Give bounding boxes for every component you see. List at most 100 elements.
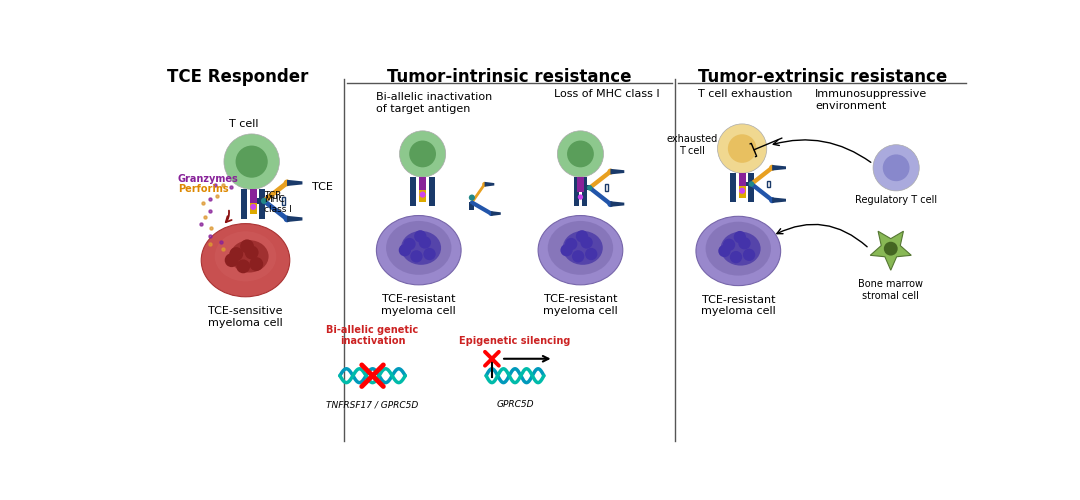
Bar xyxy=(577,177,584,192)
Ellipse shape xyxy=(720,232,760,266)
Circle shape xyxy=(557,131,604,177)
Circle shape xyxy=(237,260,251,274)
Text: Immunosuppressive
environment: Immunosuppressive environment xyxy=(815,90,928,111)
Circle shape xyxy=(235,146,268,178)
Bar xyxy=(429,177,435,206)
Circle shape xyxy=(419,236,431,248)
Bar xyxy=(470,202,474,209)
Text: Tumor-intrinsic resistance: Tumor-intrinsic resistance xyxy=(388,68,632,86)
Polygon shape xyxy=(590,185,610,207)
Circle shape xyxy=(730,251,742,264)
Polygon shape xyxy=(752,181,772,203)
Bar xyxy=(419,190,427,202)
Bar xyxy=(739,186,745,198)
Circle shape xyxy=(240,240,254,254)
Circle shape xyxy=(469,194,475,200)
Polygon shape xyxy=(472,200,491,216)
Circle shape xyxy=(229,247,243,261)
Polygon shape xyxy=(472,182,485,205)
Text: Epigenetic silencing: Epigenetic silencing xyxy=(459,336,570,346)
Text: TCE-sensitive
myeloma cell: TCE-sensitive myeloma cell xyxy=(208,306,283,328)
Text: TNFRSF17 / GPRC5D: TNFRSF17 / GPRC5D xyxy=(326,400,419,409)
Ellipse shape xyxy=(563,231,603,265)
Circle shape xyxy=(607,201,613,207)
Ellipse shape xyxy=(705,222,771,276)
Bar xyxy=(730,173,735,203)
Bar xyxy=(748,173,754,203)
Text: Loss of MHC class I: Loss of MHC class I xyxy=(554,90,659,100)
Circle shape xyxy=(769,197,775,203)
Bar xyxy=(282,197,285,204)
Circle shape xyxy=(565,238,578,250)
Circle shape xyxy=(748,181,754,186)
Text: TCE-resistant
myeloma cell: TCE-resistant myeloma cell xyxy=(543,294,618,316)
Text: TCE: TCE xyxy=(312,182,333,192)
Ellipse shape xyxy=(696,216,781,286)
Polygon shape xyxy=(870,231,912,270)
Circle shape xyxy=(419,192,426,198)
Bar xyxy=(767,180,770,188)
Circle shape xyxy=(580,236,593,248)
Bar xyxy=(739,182,752,186)
Circle shape xyxy=(224,134,280,190)
Circle shape xyxy=(400,131,446,177)
Circle shape xyxy=(249,257,264,271)
Text: Bi-allelic inactivation
of target antigen: Bi-allelic inactivation of target antige… xyxy=(377,92,492,114)
Bar xyxy=(573,177,579,206)
Circle shape xyxy=(251,204,256,210)
Circle shape xyxy=(414,230,427,242)
Text: TCE-resistant
myeloma cell: TCE-resistant myeloma cell xyxy=(701,295,775,316)
Text: Granzymes: Granzymes xyxy=(178,174,239,184)
Circle shape xyxy=(470,200,474,204)
Circle shape xyxy=(718,245,730,257)
Text: TCR: TCR xyxy=(264,191,282,200)
Text: T cell: T cell xyxy=(229,120,259,130)
Circle shape xyxy=(284,216,291,222)
Circle shape xyxy=(873,144,919,191)
Polygon shape xyxy=(287,180,302,186)
Circle shape xyxy=(743,248,755,261)
Bar xyxy=(739,173,745,186)
Ellipse shape xyxy=(538,216,623,285)
Circle shape xyxy=(423,248,435,260)
Bar xyxy=(606,184,608,191)
Bar xyxy=(582,177,588,206)
Bar xyxy=(241,190,246,218)
Circle shape xyxy=(578,194,583,200)
Circle shape xyxy=(261,198,267,204)
Circle shape xyxy=(883,242,897,256)
Circle shape xyxy=(586,185,593,190)
Ellipse shape xyxy=(548,221,613,275)
Text: Bone marrow
stromal cell: Bone marrow stromal cell xyxy=(859,280,923,301)
Circle shape xyxy=(561,244,572,256)
Polygon shape xyxy=(264,180,287,204)
Circle shape xyxy=(482,182,487,186)
Polygon shape xyxy=(287,216,302,222)
Polygon shape xyxy=(264,198,287,222)
Text: TCE Responder: TCE Responder xyxy=(167,68,309,86)
Circle shape xyxy=(567,140,594,168)
Text: GPRC5D: GPRC5D xyxy=(496,400,534,409)
Ellipse shape xyxy=(377,216,461,285)
Polygon shape xyxy=(610,169,624,174)
Text: Tumor-extrinsic resistance: Tumor-extrinsic resistance xyxy=(698,68,947,86)
Circle shape xyxy=(739,188,745,194)
Polygon shape xyxy=(772,165,786,170)
Text: exhausted
T cell: exhausted T cell xyxy=(666,134,718,156)
Circle shape xyxy=(399,244,411,256)
Circle shape xyxy=(409,140,436,168)
Ellipse shape xyxy=(230,240,269,272)
Polygon shape xyxy=(485,182,495,186)
Ellipse shape xyxy=(201,224,289,297)
Circle shape xyxy=(733,231,746,243)
Circle shape xyxy=(245,246,258,260)
Circle shape xyxy=(728,134,756,163)
Bar xyxy=(577,186,590,190)
Circle shape xyxy=(488,211,494,216)
Circle shape xyxy=(717,124,767,173)
Circle shape xyxy=(410,250,422,262)
Bar xyxy=(249,202,257,214)
Polygon shape xyxy=(772,198,786,203)
Text: T cell exhaustion: T cell exhaustion xyxy=(699,90,793,100)
Circle shape xyxy=(576,230,589,242)
